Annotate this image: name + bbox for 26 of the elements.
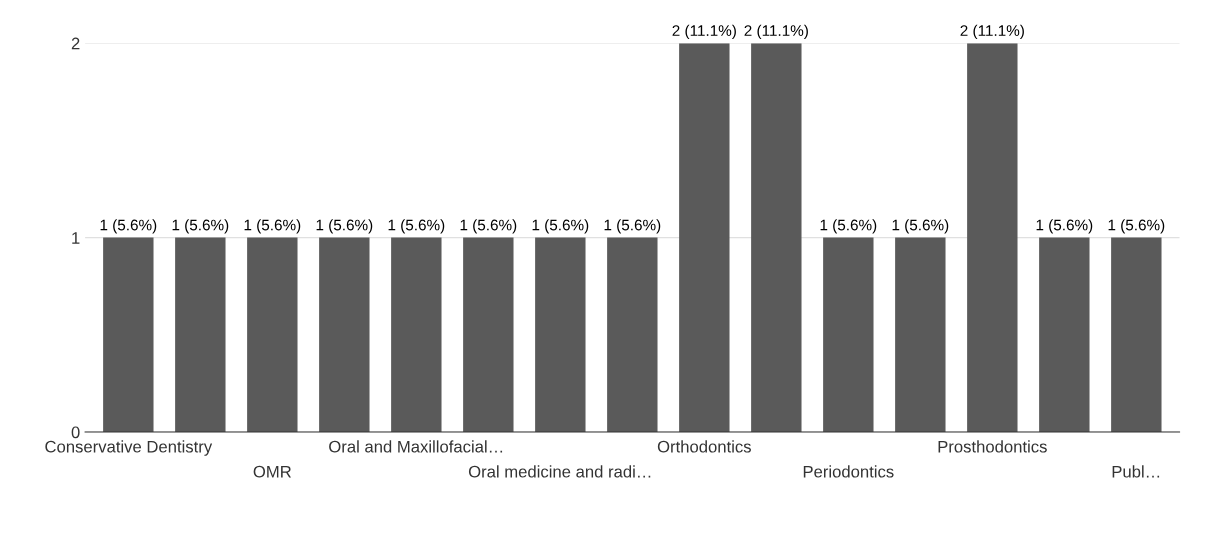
data-label: 1 (5.6%) <box>244 219 301 234</box>
x-tick-label: Publ… <box>1112 465 1160 478</box>
x-tick-label: Prosthodontics <box>938 440 1047 453</box>
data-label: 1 (5.6%) <box>892 219 949 234</box>
data-label: 2 (11.1%) <box>744 24 808 40</box>
y-tick-label: 0 <box>71 426 80 439</box>
x-tick-label: Orthodontics <box>657 440 751 453</box>
x-tick-label: Conservative Dentistry <box>45 440 213 456</box>
data-label: 1 (5.6%) <box>1036 219 1093 234</box>
data-label: 1 (5.6%) <box>388 219 445 234</box>
y-tick-label: 1 <box>72 232 80 244</box>
data-label: 1 (5.6%) <box>532 219 589 234</box>
data-label: 1 (5.6%) <box>172 219 229 234</box>
x-tick-label: Oral medicine and radi… <box>468 465 651 478</box>
data-label: 2 (11.1%) <box>672 24 736 40</box>
x-tick-label: OMR <box>253 465 291 478</box>
data-label: 2 (11.1%) <box>960 24 1024 40</box>
y-tick-label: 2 <box>71 37 80 50</box>
x-tick-label: Oral and Maxillofacial… <box>329 440 503 453</box>
data-label: 1 (5.6%) <box>820 219 877 234</box>
x-tick-label: Periodontics <box>803 465 894 478</box>
data-label: 1 (5.6%) <box>460 219 517 234</box>
data-label: 1 (5.6%) <box>604 219 661 234</box>
data-label: 1 (5.6%) <box>316 219 373 234</box>
data-label: 1 (5.6%) <box>100 219 157 234</box>
data-label: 1 (5.6%) <box>1108 219 1165 234</box>
